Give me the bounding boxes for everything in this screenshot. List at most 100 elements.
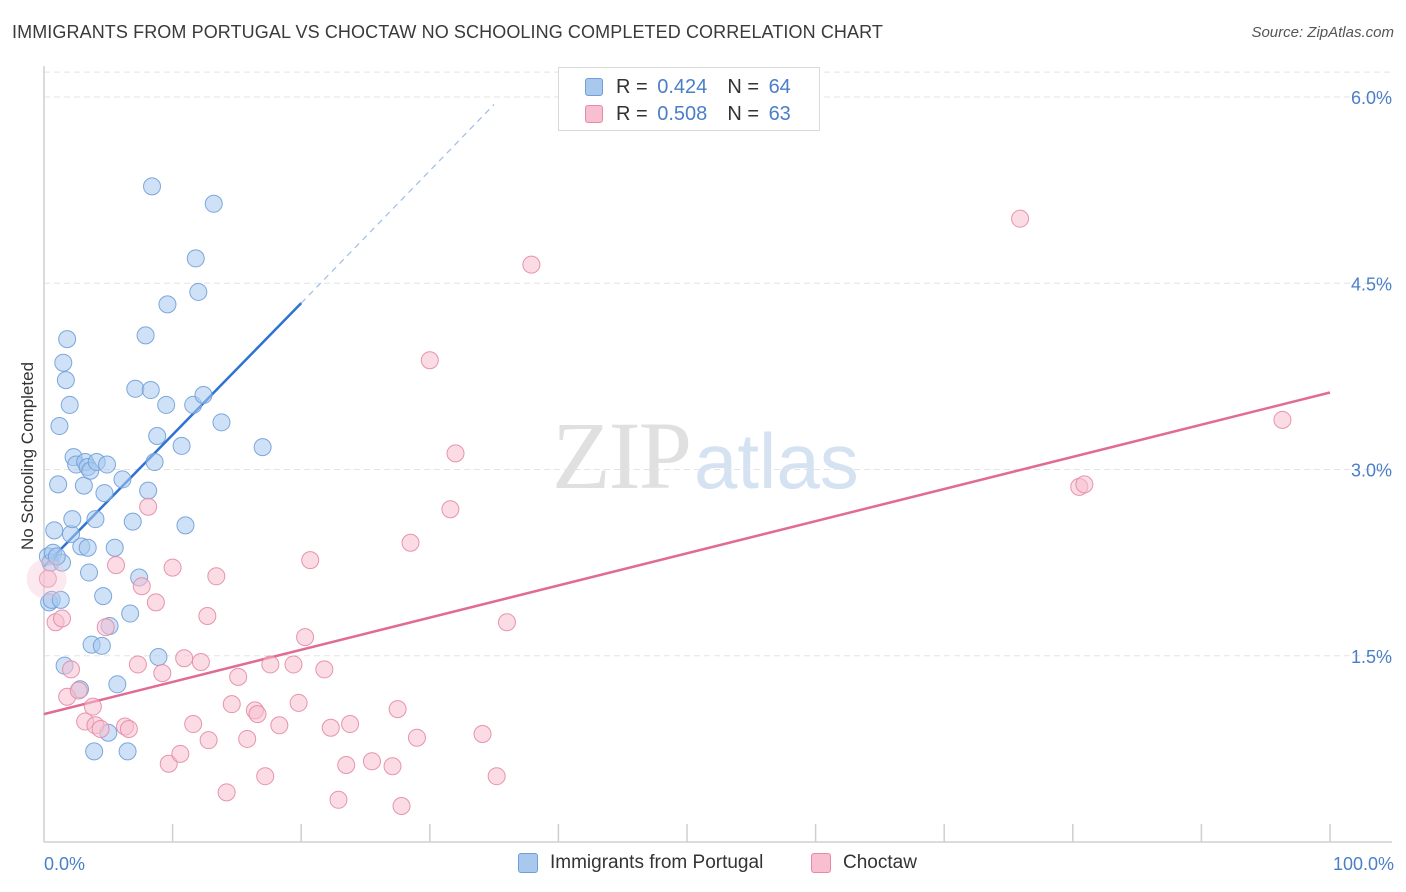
portugal-point bbox=[136, 326, 155, 345]
choctaw-point bbox=[163, 558, 182, 577]
portugal-point bbox=[98, 455, 117, 474]
choctaw-point bbox=[199, 731, 218, 750]
choctaw-point bbox=[329, 790, 348, 809]
choctaw-point bbox=[96, 618, 115, 637]
choctaw-point bbox=[296, 628, 315, 647]
choctaw-point bbox=[522, 255, 541, 274]
portugal-point bbox=[63, 510, 82, 529]
y-tick-label: 6.0% bbox=[1351, 88, 1392, 108]
portugal-point bbox=[113, 470, 132, 489]
portugal-point bbox=[47, 547, 66, 566]
legend-n-label: N = bbox=[727, 102, 765, 125]
chart-title: IMMIGRANTS FROM PORTUGAL VS CHOCTAW NO S… bbox=[12, 22, 884, 42]
portugal-point bbox=[143, 177, 162, 196]
portugal-point bbox=[121, 604, 140, 623]
portugal-trendline-extension bbox=[300, 104, 495, 304]
portugal-point bbox=[204, 194, 223, 213]
choctaw-point bbox=[171, 744, 190, 763]
choctaw-point bbox=[315, 660, 334, 679]
portugal-point bbox=[139, 481, 158, 500]
legend-swatch-pink bbox=[585, 105, 603, 123]
portugal-point bbox=[123, 512, 142, 531]
choctaw-point bbox=[401, 533, 420, 552]
choctaw-point bbox=[146, 593, 165, 612]
legend-item-portugal: Immigrants from Portugal bbox=[518, 852, 763, 874]
grid-layer bbox=[44, 71, 1392, 657]
axis-layer bbox=[43, 66, 1392, 843]
portugal-point bbox=[45, 521, 64, 540]
choctaw-point bbox=[229, 667, 248, 686]
choctaw-point bbox=[153, 664, 172, 683]
portugal-point bbox=[145, 453, 164, 472]
choctaw-point bbox=[1011, 209, 1030, 228]
choctaw-point bbox=[62, 660, 81, 679]
portugal-point bbox=[50, 417, 69, 436]
choctaw-point bbox=[388, 700, 407, 719]
portugal-point bbox=[56, 371, 75, 390]
choctaw-point bbox=[175, 649, 194, 668]
portugal-point bbox=[51, 590, 70, 609]
choctaw-point bbox=[341, 715, 360, 734]
legend-r-label: R = bbox=[616, 102, 654, 125]
point-layer bbox=[26, 177, 1292, 815]
legend-r-value: 0.508 bbox=[657, 102, 708, 125]
choctaw-trendline bbox=[43, 391, 1331, 716]
choctaw-point bbox=[107, 556, 126, 575]
choctaw-point bbox=[473, 724, 492, 743]
portugal-point bbox=[176, 516, 195, 535]
series-legend: Immigrants from Portugal Choctaw bbox=[0, 852, 1406, 878]
legend-swatch-blue bbox=[518, 853, 538, 873]
portugal-point bbox=[148, 426, 167, 445]
choctaw-point bbox=[53, 609, 72, 628]
choctaw-point bbox=[139, 497, 158, 516]
legend-n-value: 63 bbox=[768, 102, 791, 125]
legend-row-portugal: R = 0.424 N = 64 bbox=[585, 74, 791, 100]
choctaw-point bbox=[207, 567, 226, 586]
portugal-point bbox=[189, 282, 208, 301]
choctaw-point bbox=[238, 729, 257, 748]
choctaw-point bbox=[289, 693, 308, 712]
choctaw-point bbox=[362, 752, 381, 771]
choctaw-point bbox=[198, 607, 217, 626]
choctaw-point bbox=[337, 756, 356, 775]
choctaw-point bbox=[1075, 475, 1094, 494]
watermark-atlas: atlas bbox=[694, 417, 859, 505]
portugal-point bbox=[108, 675, 127, 694]
choctaw-point bbox=[38, 569, 57, 588]
portugal-point bbox=[212, 413, 231, 432]
portugal-point bbox=[74, 476, 93, 495]
portugal-point bbox=[172, 436, 191, 455]
legend-r-value: 0.424 bbox=[657, 75, 708, 98]
portugal-point bbox=[60, 395, 79, 414]
portugal-point bbox=[49, 475, 68, 494]
source-credit: Source: ZipAtlas.com bbox=[1251, 24, 1394, 41]
choctaw-point bbox=[383, 757, 402, 776]
choctaw-point bbox=[132, 577, 151, 596]
y-tick-label: 4.5% bbox=[1351, 274, 1392, 294]
portugal-point bbox=[92, 636, 111, 655]
portugal-point bbox=[54, 353, 73, 372]
portugal-point bbox=[149, 647, 168, 666]
choctaw-point-cluster bbox=[26, 558, 67, 599]
trend-layer bbox=[43, 104, 1331, 716]
choctaw-point bbox=[497, 613, 516, 632]
choctaw-point bbox=[69, 681, 88, 700]
correlation-legend: R = 0.424 N = 64 R = 0.508 N = 63 bbox=[558, 67, 820, 131]
legend-r-label: R = bbox=[616, 75, 654, 98]
x-tick-label: 0.0% bbox=[44, 854, 85, 874]
legend-swatch-pink bbox=[811, 853, 831, 873]
choctaw-point bbox=[446, 444, 465, 463]
y-tick-label: 3.0% bbox=[1351, 461, 1392, 481]
portugal-point bbox=[118, 742, 137, 761]
legend-label-portugal: Immigrants from Portugal bbox=[550, 852, 764, 873]
choctaw-point bbox=[248, 705, 267, 724]
choctaw-point bbox=[191, 652, 210, 671]
portugal-point bbox=[158, 295, 177, 314]
choctaw-point bbox=[392, 796, 411, 815]
choctaw-point bbox=[321, 718, 340, 737]
legend-n-label: N = bbox=[727, 75, 765, 98]
portugal-point bbox=[157, 395, 176, 414]
choctaw-point bbox=[217, 783, 236, 802]
portugal-point bbox=[80, 563, 99, 582]
choctaw-point bbox=[420, 351, 439, 370]
